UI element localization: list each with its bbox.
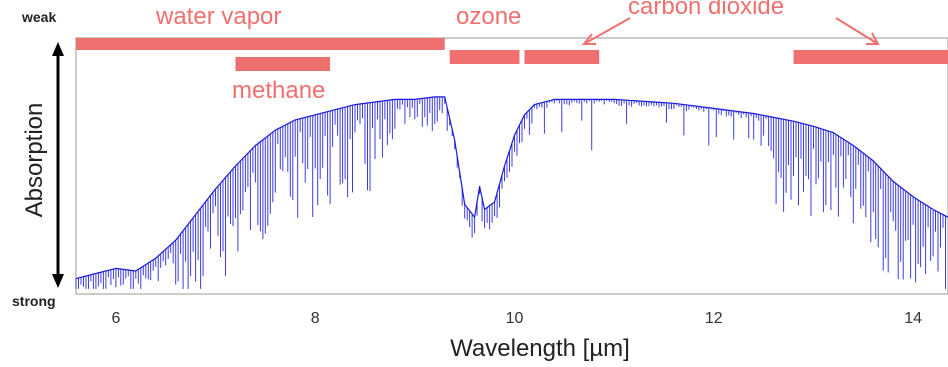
x-tick-label: 12 bbox=[705, 310, 723, 327]
x-tick-label: 8 bbox=[311, 310, 320, 327]
x-tick-label: 10 bbox=[506, 310, 524, 327]
absorption-axis-arrow bbox=[52, 42, 64, 288]
ozone-label: ozone bbox=[456, 3, 521, 30]
weak-label: weak bbox=[21, 9, 56, 25]
x-axis-label: Wavelength [µm] bbox=[450, 335, 630, 362]
absorber-band-methane bbox=[235, 57, 331, 71]
absorber-band-co2-long bbox=[793, 50, 948, 64]
absorber-band-water-vapor bbox=[76, 38, 445, 50]
absorber-band-ozone bbox=[449, 50, 520, 64]
x-tick-label: 6 bbox=[111, 310, 120, 327]
y-axis-label: Absorption bbox=[21, 103, 48, 218]
absorber-bands bbox=[76, 38, 948, 71]
carbon-dioxide-arrows bbox=[581, 17, 880, 45]
x-tick-label: 14 bbox=[904, 310, 922, 327]
water-vapor-label: water vapor bbox=[155, 3, 281, 30]
absorber-band-carbon-dioxide bbox=[524, 50, 600, 64]
spectrum-absorption-lines bbox=[75, 96, 946, 289]
methane-label: methane bbox=[232, 77, 325, 104]
carbon-dioxide-label: carbon dioxide bbox=[628, 0, 784, 20]
x-axis-ticks: 6 8 10 12 14 bbox=[111, 310, 922, 327]
strong-label: strong bbox=[12, 293, 56, 309]
